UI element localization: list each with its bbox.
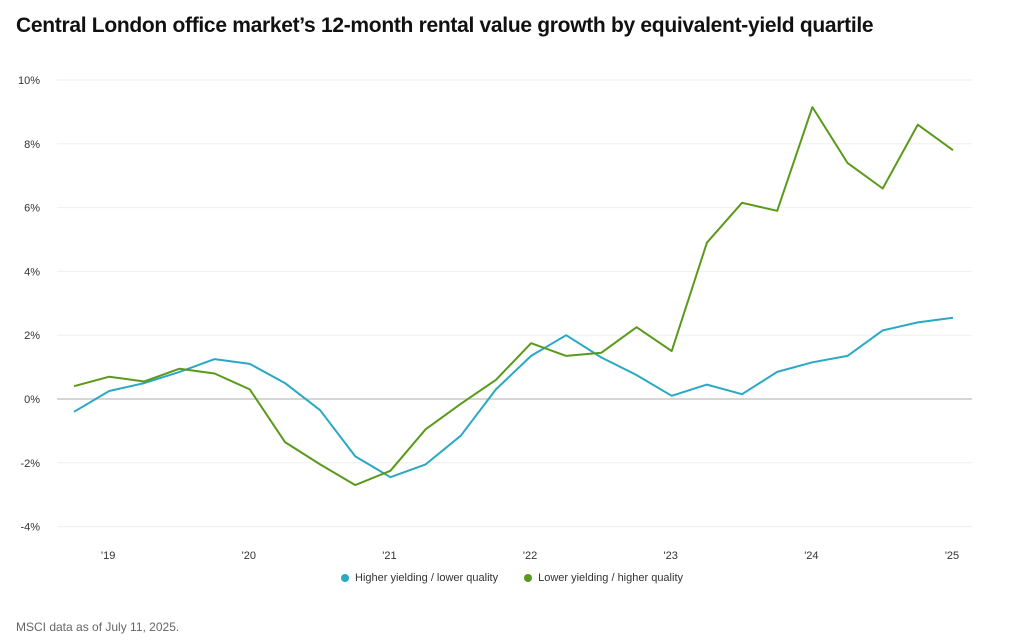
x-tick-label: '21 (382, 550, 396, 562)
data-point[interactable] (282, 380, 288, 386)
y-tick-label: -4% (20, 522, 40, 534)
data-point[interactable] (282, 439, 288, 445)
legend: Higher yielding / lower quality Lower yi… (0, 572, 1024, 584)
data-point[interactable] (880, 327, 886, 333)
data-point[interactable] (317, 407, 323, 413)
data-point[interactable] (458, 401, 464, 407)
data-point[interactable] (141, 378, 147, 384)
data-point[interactable] (915, 122, 921, 128)
data-point[interactable] (704, 240, 710, 246)
data-point[interactable] (915, 319, 921, 325)
legend-label: Higher yielding / lower quality (355, 572, 499, 584)
data-point[interactable] (387, 468, 393, 474)
y-axis-ticks: 10% 8% 6% 4% 2% 0% -2% -4% (18, 75, 40, 534)
x-tick-label: '24 (804, 550, 818, 562)
data-point[interactable] (212, 370, 218, 376)
gridlines (57, 79, 972, 528)
series-line-1 (73, 106, 954, 487)
x-tick-label: '20 (242, 550, 256, 562)
y-tick-label: 10% (18, 75, 40, 87)
data-point[interactable] (809, 359, 815, 365)
data-point[interactable] (774, 369, 780, 375)
data-point[interactable] (176, 366, 182, 372)
series-lines (71, 104, 956, 488)
data-point[interactable] (71, 409, 77, 415)
data-point[interactable] (634, 372, 640, 378)
data-point[interactable] (739, 200, 745, 206)
legend-marker (341, 574, 349, 582)
x-tick-label: '23 (664, 550, 678, 562)
data-point[interactable] (634, 324, 640, 330)
chart-title: Central London office market’s 12-month … (16, 14, 874, 37)
data-point[interactable] (809, 104, 815, 110)
legend-item-lower-yielding[interactable]: Lower yielding / higher quality (524, 572, 683, 584)
line-chart: 10% 8% 6% 4% 2% 0% -2% -4% '19 '20 '21 '22 '23 '24 '2… (18, 75, 972, 562)
data-point[interactable] (669, 393, 675, 399)
source-note: MSCI data as of July 11, 2025. (16, 620, 180, 634)
data-point[interactable] (528, 340, 534, 346)
data-point[interactable] (669, 348, 675, 354)
y-tick-label: 4% (24, 266, 40, 278)
data-point[interactable] (423, 426, 429, 432)
data-point[interactable] (106, 374, 112, 380)
data-point[interactable] (352, 482, 358, 488)
data-point[interactable] (387, 474, 393, 480)
y-tick-label: 8% (24, 139, 40, 151)
data-point[interactable] (71, 383, 77, 389)
series-line-0 (73, 316, 954, 479)
x-tick-label: '25 (945, 550, 959, 562)
y-tick-label: 2% (24, 330, 40, 342)
data-point[interactable] (950, 315, 956, 321)
data-point[interactable] (845, 353, 851, 359)
data-point[interactable] (247, 386, 253, 392)
data-point[interactable] (739, 391, 745, 397)
data-point[interactable] (423, 461, 429, 467)
data-point[interactable] (212, 356, 218, 362)
data-point[interactable] (563, 353, 569, 359)
legend-item-higher-yielding[interactable]: Higher yielding / lower quality (341, 572, 498, 584)
data-point[interactable] (352, 453, 358, 459)
data-point[interactable] (317, 461, 323, 467)
data-point[interactable] (845, 160, 851, 166)
data-point[interactable] (493, 386, 499, 392)
data-point[interactable] (458, 433, 464, 439)
legend-marker (524, 574, 533, 582)
data-point[interactable] (493, 377, 499, 383)
data-point[interactable] (106, 388, 112, 394)
y-tick-label: -2% (20, 458, 40, 470)
x-tick-label: '19 (101, 550, 115, 562)
y-tick-label: 0% (24, 394, 40, 406)
data-point[interactable] (880, 185, 886, 191)
data-point[interactable] (598, 350, 604, 356)
x-axis-ticks: '19 '20 '21 '22 '23 '24 '25 (101, 550, 959, 562)
data-point[interactable] (704, 382, 710, 388)
data-point[interactable] (528, 353, 534, 359)
data-point[interactable] (774, 208, 780, 214)
legend-label: Lower yielding / higher quality (538, 572, 683, 584)
data-point[interactable] (563, 332, 569, 338)
data-point[interactable] (247, 361, 253, 367)
data-point[interactable] (950, 147, 956, 153)
y-tick-label: 6% (24, 203, 40, 215)
x-tick-label: '22 (523, 550, 537, 562)
